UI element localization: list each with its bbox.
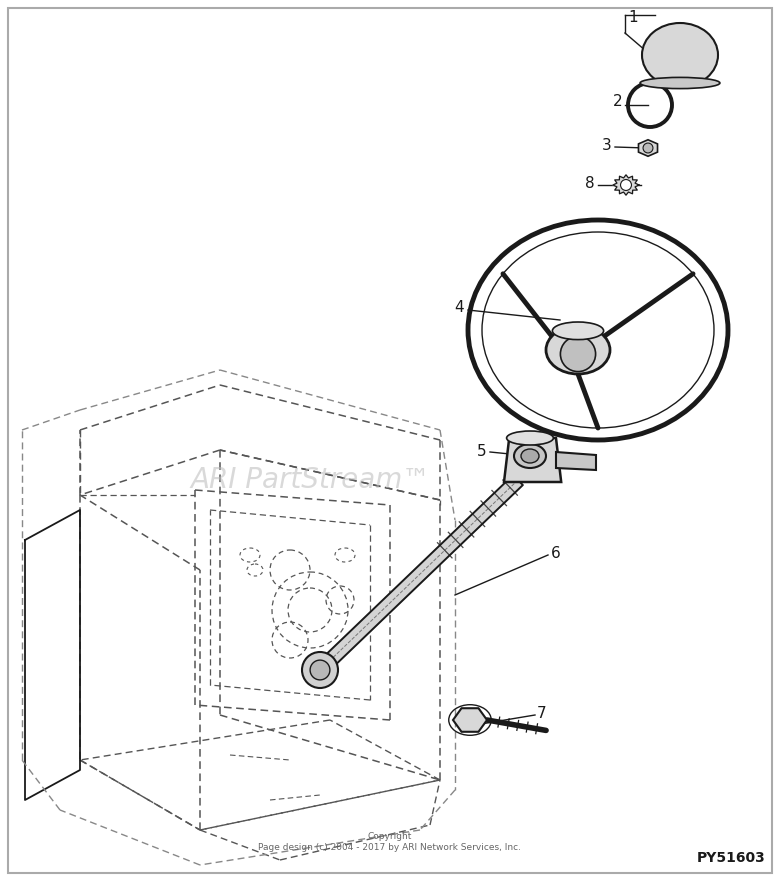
Text: 2: 2 (612, 94, 622, 109)
Polygon shape (639, 140, 658, 156)
Ellipse shape (640, 78, 720, 89)
Circle shape (310, 660, 330, 680)
Ellipse shape (514, 444, 546, 468)
Text: PY51603: PY51603 (697, 851, 765, 865)
Text: 6: 6 (551, 545, 561, 560)
Polygon shape (613, 174, 639, 195)
Circle shape (302, 652, 338, 688)
Text: 5: 5 (477, 443, 486, 458)
Text: 7: 7 (537, 706, 547, 721)
Polygon shape (315, 475, 523, 675)
Ellipse shape (521, 449, 539, 463)
Ellipse shape (546, 326, 610, 374)
Ellipse shape (642, 23, 718, 87)
Circle shape (621, 180, 632, 190)
Text: ARI PartStream™: ARI PartStream™ (190, 466, 430, 494)
Text: 8: 8 (585, 176, 595, 191)
Text: 4: 4 (455, 300, 464, 315)
Polygon shape (504, 438, 561, 482)
Circle shape (560, 337, 596, 372)
Text: 3: 3 (602, 138, 612, 153)
Polygon shape (556, 452, 596, 470)
Ellipse shape (506, 431, 553, 445)
Text: Copyright
Page design (c) 2004 - 2017 by ARI Network Services, Inc.: Copyright Page design (c) 2004 - 2017 by… (258, 833, 522, 852)
Ellipse shape (552, 322, 604, 339)
Circle shape (643, 143, 653, 153)
Text: 1: 1 (628, 10, 637, 25)
Polygon shape (453, 708, 487, 732)
